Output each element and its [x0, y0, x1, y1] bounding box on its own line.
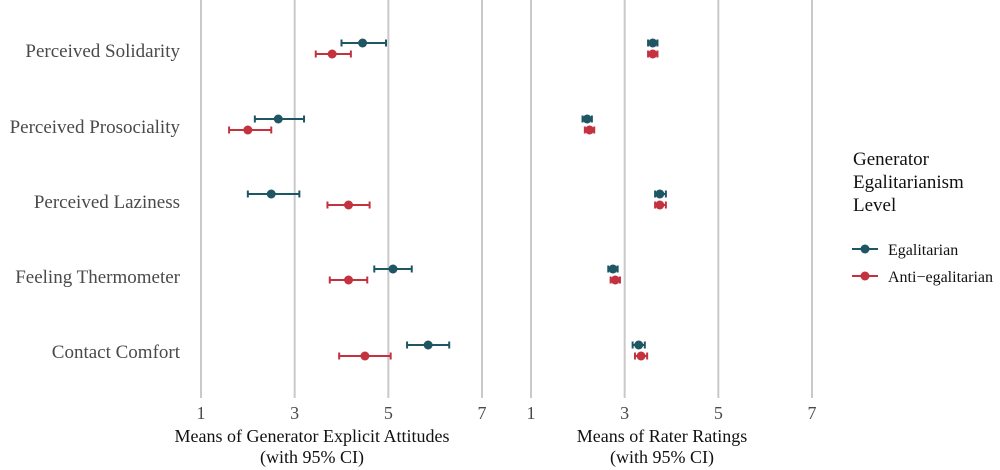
x-axis-subtitle-right: (with 95% CI)	[610, 447, 714, 468]
x-axis-title-right: Means of Rater Ratings	[577, 426, 747, 446]
error-bar-anti-egalitarian	[633, 351, 649, 361]
mean-point-egalitarian	[266, 189, 276, 199]
mean-point-egalitarian	[648, 38, 658, 48]
error-bar-egalitarian	[246, 189, 301, 199]
error-bar-anti-egalitarian	[328, 275, 369, 285]
x-tick-label: 1	[197, 403, 206, 423]
mean-point-anti-egalitarian	[655, 200, 665, 210]
category-label: Contact Comfort	[52, 342, 181, 363]
category-label: Perceived Prosociality	[10, 117, 181, 138]
mean-point-egalitarian	[608, 264, 618, 274]
error-bar-egalitarian	[647, 38, 659, 48]
error-bar-egalitarian	[253, 114, 306, 124]
error-bar-egalitarian	[406, 340, 451, 350]
mean-point-anti-egalitarian	[344, 200, 354, 210]
error-bar-egalitarian	[607, 264, 619, 274]
x-tick-label: 3	[620, 403, 629, 423]
error-bar-anti-egalitarian	[583, 125, 596, 135]
error-bar-anti-egalitarian	[338, 351, 392, 361]
tick-labels: 1 3 5 7 1 3 5 7	[197, 403, 817, 423]
legend: Generator Egalitarianism Level Egalitari…	[852, 149, 993, 286]
error-bar-egalitarian	[340, 38, 387, 48]
mean-point-anti-egalitarian	[636, 351, 646, 361]
mean-point-egalitarian	[634, 340, 644, 350]
mean-point-egalitarian	[655, 189, 665, 199]
legend-title-line: Generator	[853, 149, 930, 170]
error-bar-anti-egalitarian	[647, 49, 659, 59]
x-axis-title-left: Means of Generator Explicit Attitudes	[175, 426, 450, 446]
x-tick-label: 5	[384, 403, 393, 423]
mean-point-egalitarian	[273, 114, 283, 124]
legend-key-point-anti-egalitarian	[860, 271, 870, 281]
category-label: Feeling Thermometer	[15, 267, 180, 288]
error-bar-anti-egalitarian	[609, 275, 621, 285]
x-tick-label: 5	[714, 403, 723, 423]
mean-point-anti-egalitarian	[610, 275, 620, 285]
legend-title-line: Level	[853, 195, 896, 216]
x-tick-label: 3	[290, 403, 299, 423]
mean-point-egalitarian	[358, 38, 368, 48]
error-bar-egalitarian	[581, 114, 593, 124]
mean-point-anti-egalitarian	[360, 351, 370, 361]
axis-titles: Means of Generator Explicit Attitudes (w…	[175, 426, 748, 468]
mean-point-egalitarian	[423, 340, 433, 350]
error-bar-egalitarian	[654, 189, 667, 199]
mean-point-egalitarian	[388, 264, 398, 274]
error-bar-anti-egalitarian	[314, 49, 352, 59]
x-tick-label: 1	[527, 403, 536, 423]
mean-point-anti-egalitarian	[327, 49, 337, 59]
mean-point-anti-egalitarian	[344, 275, 354, 285]
gridlines	[200, 0, 813, 398]
error-bar-egalitarian	[631, 340, 646, 350]
error-bar-egalitarian	[373, 264, 413, 274]
legend-label-anti-egalitarian: Anti−egalitarian	[888, 269, 993, 286]
category-label: Perceived Solidarity	[25, 41, 180, 62]
legend-key-point-egalitarian	[860, 244, 870, 254]
x-tick-label: 7	[808, 403, 817, 423]
mean-point-egalitarian	[582, 114, 592, 124]
legend-label-egalitarian: Egalitarian	[888, 242, 958, 259]
error-bar-anti-egalitarian	[326, 200, 371, 210]
category-labels: Perceived Solidarity Perceived Prosocial…	[10, 41, 181, 363]
mean-point-anti-egalitarian	[243, 125, 253, 135]
error-bar-anti-egalitarian	[228, 125, 273, 135]
x-axis-subtitle-left: (with 95% CI)	[260, 447, 364, 468]
x-tick-label: 7	[478, 403, 487, 423]
data-marks	[228, 38, 667, 361]
mean-point-anti-egalitarian	[585, 125, 595, 135]
mean-point-anti-egalitarian	[648, 49, 658, 59]
legend-title-line: Egalitarianism	[853, 172, 964, 193]
category-label: Perceived Laziness	[34, 192, 180, 213]
error-bar-anti-egalitarian	[654, 200, 667, 210]
